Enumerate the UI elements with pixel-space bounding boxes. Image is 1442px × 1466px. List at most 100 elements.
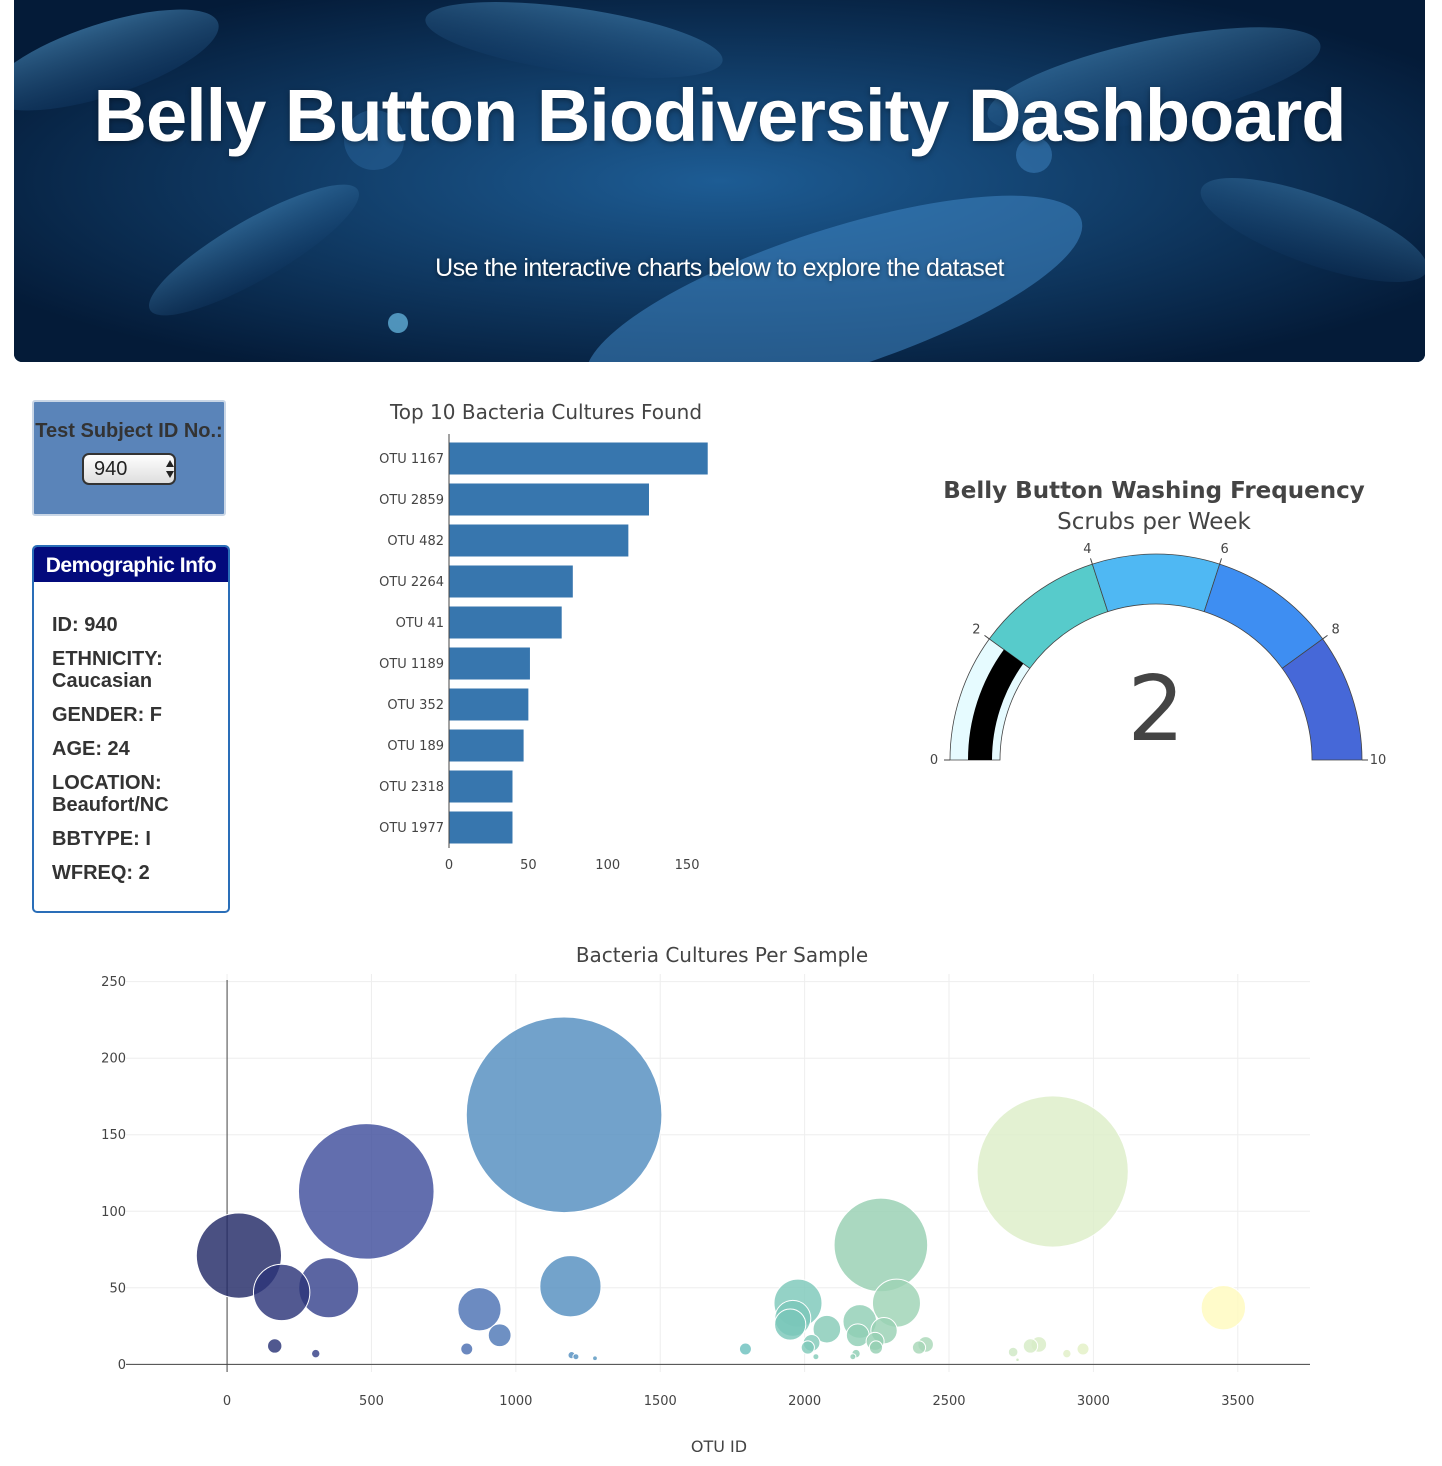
bubble-chart-title: Bacteria Cultures Per Sample	[576, 943, 868, 967]
gauge-tick-label: 2	[972, 623, 980, 638]
demo-row-ethnicity: ETHNICITY: Caucasian	[52, 648, 163, 692]
demo-row-location: LOCATION: Beaufort/NC	[52, 772, 169, 816]
bubble-otu-1167[interactable]	[465, 1016, 663, 1214]
bubble-otu-2184[interactable]	[845, 1323, 870, 1348]
bubble-otu-1189[interactable]	[539, 1255, 602, 1318]
gauge-tick-label: 4	[1083, 542, 1091, 557]
bubble-x-tick-label: 500	[359, 1394, 384, 1409]
gauge-tick-mark	[1219, 558, 1222, 565]
bubble-otu-944[interactable]	[487, 1323, 512, 1348]
bubble-otu-2782[interactable]	[1022, 1338, 1039, 1354]
bar-otu-189[interactable]	[449, 729, 524, 762]
bubble-y-tick-label: 100	[101, 1205, 126, 1220]
bar-x-tick-label: 150	[675, 858, 700, 873]
bar-otu-1167[interactable]	[449, 442, 708, 475]
bacteria-background-image	[14, 0, 1425, 362]
bar-otu-2859[interactable]	[449, 483, 649, 516]
gauge-tick-mark	[1322, 634, 1328, 640]
gauge-step-2	[1091, 553, 1221, 613]
washing-frequency-gauge: Belly Button Washing Frequency Scrubs pe…	[930, 478, 1387, 768]
bar-category-label: OTU 1167	[379, 452, 444, 467]
bar-otu-2318[interactable]	[449, 770, 513, 803]
bubble-otu-1208[interactable]	[572, 1353, 580, 1361]
bar-otu-482[interactable]	[449, 524, 629, 557]
bar-category-label: OTU 352	[387, 698, 444, 713]
header-jumbotron: Belly Button Biodiversity Dashboard Use …	[14, 0, 1425, 362]
bubble-otu-2077[interactable]	[812, 1314, 842, 1344]
bubble-otu-1795[interactable]	[738, 1342, 752, 1356]
gauge-title: Belly Button Washing Frequency	[943, 478, 1364, 504]
bar-category-label: OTU 2859	[379, 493, 444, 508]
gauge-value-number: 2	[1127, 657, 1184, 762]
bubble-otu-2167[interactable]	[849, 1353, 857, 1361]
bar-otu-41[interactable]	[449, 606, 562, 639]
bubble-otu-2247[interactable]	[868, 1340, 884, 1355]
bar-otu-1189[interactable]	[449, 647, 530, 680]
bar-category-label: OTU 1189	[379, 657, 444, 672]
bubble-otu-2859[interactable]	[976, 1095, 1129, 1248]
bar-x-tick-label: 100	[595, 858, 620, 873]
bar-otu-352[interactable]	[449, 688, 529, 721]
bubble-y-tick-label: 50	[109, 1281, 126, 1296]
bubble-otu-830[interactable]	[460, 1342, 474, 1356]
bubble-otu-2722[interactable]	[1007, 1346, 1019, 1358]
gauge-tick-label: 8	[1331, 623, 1339, 638]
bubble-otu-874[interactable]	[457, 1287, 502, 1332]
bubble-otu-2264[interactable]	[833, 1197, 929, 1293]
bubble-y-tick-label: 200	[101, 1052, 126, 1067]
bubble-otu-1274[interactable]	[592, 1355, 598, 1362]
bar-otu-1977[interactable]	[449, 811, 513, 844]
bubble-otu-189[interactable]	[252, 1263, 311, 1322]
gauge-subtitle: Scrubs per Week	[1057, 509, 1251, 535]
gauge-tick-label: 10	[1370, 753, 1387, 768]
bubble-x-tick-label: 3000	[1077, 1394, 1110, 1409]
demo-row-wfreq: WFREQ: 2	[52, 862, 150, 884]
bacteria-bubble-chart: Bacteria Cultures Per Sample OTU ID 0 500…	[101, 943, 1310, 1456]
bubble-x-tick-label: 1000	[499, 1394, 532, 1409]
bubble-otu-2396[interactable]	[911, 1340, 927, 1355]
bar-category-label: OTU 41	[396, 616, 444, 631]
gauge-tick-label: 0	[930, 753, 938, 768]
bubble-otu-307[interactable]	[311, 1348, 321, 1359]
gauge-tick-mark	[984, 634, 990, 640]
bubble-y-tick-label: 250	[101, 975, 126, 990]
bar-category-label: OTU 1977	[379, 821, 444, 836]
demo-row-age: AGE: 24	[52, 738, 130, 760]
bubble-otu-2737[interactable]	[1015, 1357, 1020, 1363]
bubble-x-tick-label: 3500	[1221, 1394, 1254, 1409]
bubble-y-tick-label: 150	[101, 1128, 126, 1143]
demographic-info-heading: Demographic Info	[34, 547, 228, 582]
bar-x-tick-label: 50	[520, 858, 537, 873]
bubble-x-tick-label: 2500	[932, 1394, 965, 1409]
bubble-otu-3450[interactable]	[1200, 1285, 1247, 1331]
bubble-otu-165[interactable]	[267, 1338, 283, 1354]
page-title: Belly Button Biodiversity Dashboard	[93, 74, 1347, 157]
bubble-x-tick-label: 2000	[788, 1394, 821, 1409]
demo-row-bbtype: BBTYPE: I	[52, 828, 151, 850]
bubble-otu-2964[interactable]	[1076, 1342, 1090, 1356]
bubble-otu-1950[interactable]	[774, 1308, 807, 1341]
bar-otu-2264[interactable]	[449, 565, 573, 598]
subject-id-value: 940	[94, 458, 128, 480]
bubble-otu-2039[interactable]	[812, 1353, 820, 1361]
subject-selector-panel: Test Subject ID No.: 940	[32, 400, 226, 516]
bubble-x-axis-label: OTU ID	[691, 1437, 747, 1456]
bubble-y-tick-label: 0	[118, 1358, 126, 1373]
bubble-otu-2011[interactable]	[800, 1340, 815, 1355]
bar-category-label: OTU 2318	[379, 780, 444, 795]
bubble-otu-482[interactable]	[297, 1123, 435, 1260]
gauge-value-bar	[968, 649, 1024, 760]
gauge-tick-mark	[1090, 558, 1093, 565]
subject-selector-label: Test Subject ID No.:	[35, 420, 223, 442]
gauge-tick-label: 6	[1220, 542, 1228, 557]
demo-row-id: ID: 940	[52, 614, 118, 636]
subject-id-select[interactable]: 940	[82, 453, 176, 485]
bubble-x-tick-label: 1500	[644, 1394, 677, 1409]
demographic-info-panel: Demographic Info ID: 940 ETHNICITY: Cauc…	[32, 545, 230, 913]
bubble-otu-2908[interactable]	[1062, 1348, 1072, 1359]
bar-category-label: OTU 2264	[379, 575, 444, 590]
demo-row-gender: GENDER: F	[52, 704, 162, 726]
top10-bar-chart: Top 10 Bacteria Cultures Found OTU 1167 O…	[379, 400, 708, 873]
bubble-x-tick-label: 0	[223, 1394, 231, 1409]
gauge-step-4	[1281, 638, 1363, 761]
